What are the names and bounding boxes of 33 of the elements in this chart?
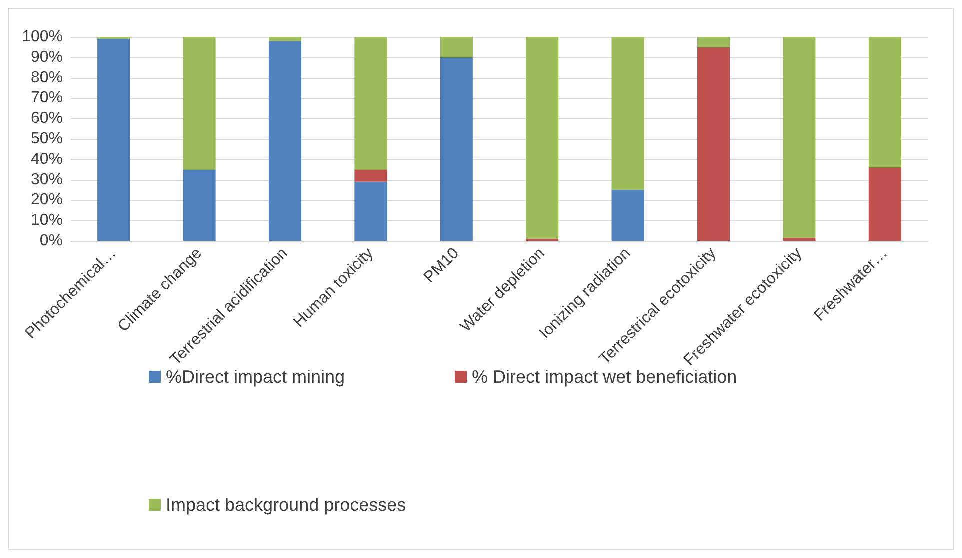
y-tick-label: 80% bbox=[30, 69, 63, 86]
bar bbox=[697, 37, 730, 48]
y-tick-label: 60% bbox=[30, 110, 63, 128]
bar bbox=[783, 238, 816, 241]
bar bbox=[612, 190, 644, 241]
bar bbox=[268, 37, 302, 42]
bar bbox=[612, 37, 644, 190]
bar bbox=[268, 41, 302, 241]
bar bbox=[783, 37, 816, 238]
y-tick-label: 50% bbox=[30, 130, 63, 148]
y-tick-label: 0% bbox=[40, 232, 63, 250]
y-tick-label: 70% bbox=[30, 90, 63, 107]
bar bbox=[183, 37, 216, 170]
bar bbox=[354, 37, 388, 170]
y-tick-label: 20% bbox=[30, 192, 63, 209]
y-tick-label: 30% bbox=[30, 171, 63, 188]
bar bbox=[440, 57, 473, 241]
bar bbox=[440, 37, 473, 58]
bar bbox=[868, 168, 902, 241]
bar bbox=[354, 170, 388, 182]
legend-label: Impact background processes bbox=[166, 495, 406, 515]
bar bbox=[526, 37, 559, 239]
bar bbox=[98, 39, 130, 241]
bar bbox=[868, 37, 902, 168]
bar bbox=[183, 170, 216, 241]
bar bbox=[354, 182, 388, 241]
y-tick-label: 100% bbox=[22, 28, 63, 46]
y-tick-label: 10% bbox=[30, 212, 63, 230]
y-tick-label: 40% bbox=[30, 150, 63, 168]
bar bbox=[697, 47, 730, 241]
legend-label: %Direct impact mining bbox=[166, 367, 346, 387]
legend-label: % Direct impact wet beneficiation bbox=[472, 367, 738, 387]
y-tick-label: 90% bbox=[30, 48, 63, 66]
